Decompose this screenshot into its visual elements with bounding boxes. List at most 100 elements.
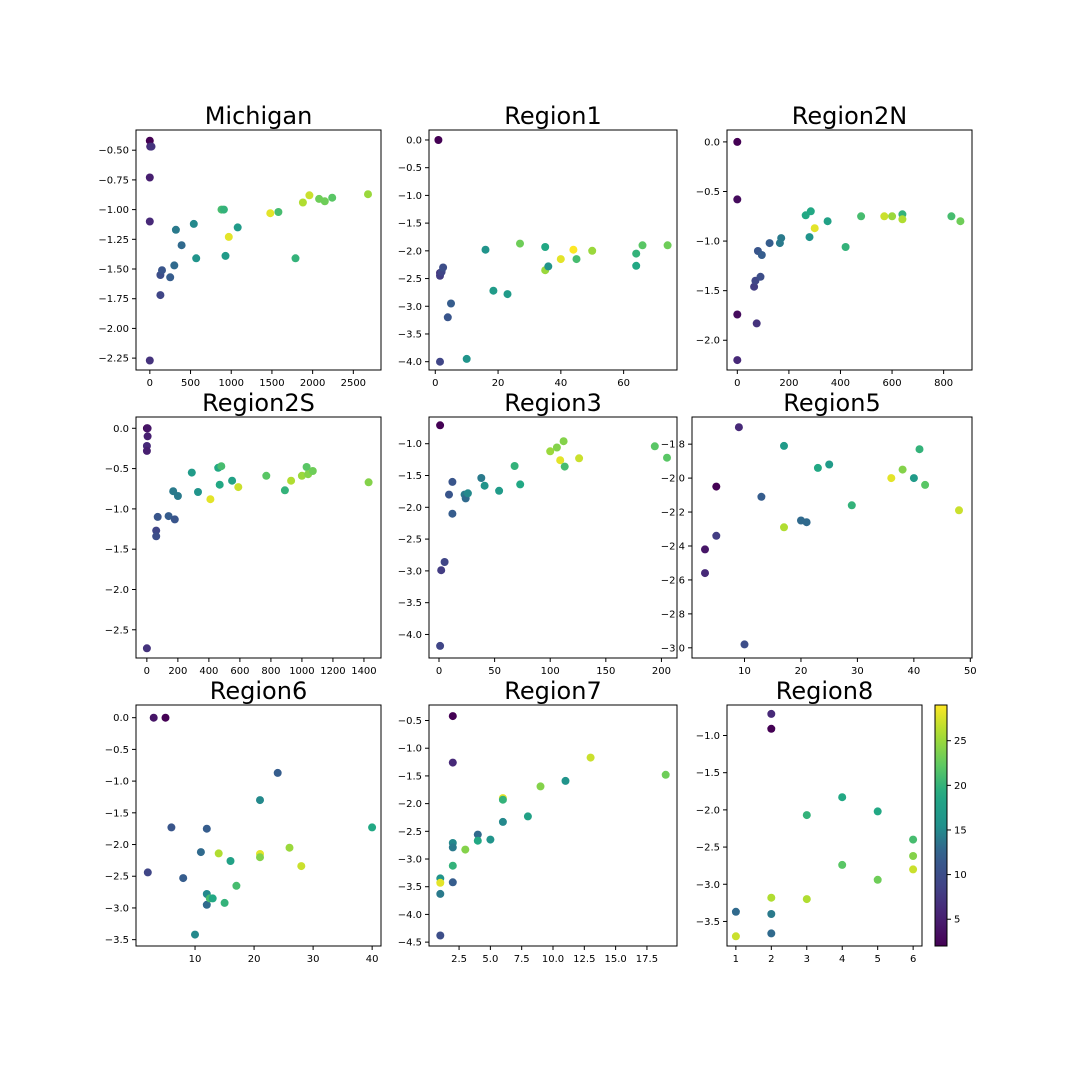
x-tick-label: 2000 <box>300 378 325 389</box>
scatter-point <box>443 313 452 322</box>
scatter-point <box>152 526 161 535</box>
scatter-point <box>161 713 170 722</box>
scatter-point <box>448 712 457 721</box>
colorbar-frame <box>934 704 948 947</box>
x-tick-label: 2 <box>768 954 774 965</box>
scatter-point <box>298 198 307 207</box>
scatter-point <box>663 453 671 462</box>
scatter-point <box>847 501 856 510</box>
scatter-point <box>436 889 445 898</box>
axes-frame <box>428 129 678 371</box>
scatter-point <box>802 518 811 527</box>
x-tick-label: 10.0 <box>542 954 564 965</box>
scatter-point <box>898 215 907 224</box>
x-tick-label: 15.0 <box>604 954 626 965</box>
scatter-point <box>149 713 158 722</box>
x-tick-label: 0 <box>432 378 438 389</box>
scatter-point <box>156 291 165 300</box>
y-tick-label: −3.5 <box>398 598 422 609</box>
scatter-point <box>632 249 641 258</box>
scatter-point <box>546 447 555 456</box>
scatter-point <box>187 468 196 477</box>
scatter-point <box>448 477 457 486</box>
scatter-point <box>328 193 337 202</box>
y-tick-label: −1.5 <box>398 219 422 230</box>
scatter-point <box>921 480 930 489</box>
scatter-point <box>541 243 550 251</box>
scatter-point <box>234 483 243 492</box>
scatter-point <box>196 848 205 857</box>
axes-frame <box>135 129 382 371</box>
subplot-title: Region8 <box>776 677 873 705</box>
y-tick-label: −2.4 <box>661 541 685 552</box>
subplot-title: Region2N <box>792 102 907 130</box>
scatter-point <box>572 255 581 264</box>
scatter-point <box>448 861 457 870</box>
x-tick-label: 1000 <box>289 666 314 677</box>
scatter-point <box>287 476 296 485</box>
y-tick-label: −2.8 <box>661 609 685 620</box>
subplot-region7: 2.5 5.0 7.5 10.0 12.5 15.0 17.5 −4.5 −4.0 −3.5 −3.… <box>398 677 678 965</box>
y-tick-label: −2.0 <box>105 585 129 596</box>
axes-frame <box>428 416 678 659</box>
scatter-point <box>806 207 815 216</box>
scatter-point <box>320 197 329 206</box>
scatter-point <box>302 463 311 471</box>
y-tick-label: −1.0 <box>696 731 720 742</box>
scatter-point <box>202 900 211 909</box>
x-tick-label: 200 <box>779 378 798 389</box>
scatter-point <box>170 515 179 524</box>
subplot-title: Region5 <box>783 389 880 417</box>
scatter-point <box>192 254 201 263</box>
x-tick-label: 10 <box>189 954 202 965</box>
y-tick-label: −2.0 <box>398 799 422 810</box>
y-tick-label: 0.0 <box>113 424 129 435</box>
scatter-point <box>143 868 152 877</box>
x-tick-label: 1200 <box>320 666 345 677</box>
y-tick-label: −1.5 <box>105 545 129 556</box>
y-tick-label: −2.0 <box>398 503 422 514</box>
x-tick-label: 60 <box>617 378 630 389</box>
scatter-point <box>447 299 455 308</box>
scatter-point <box>898 465 907 474</box>
x-tick-label: 30 <box>851 666 864 677</box>
scatter-point <box>439 263 448 272</box>
x-tick-label: 40 <box>907 666 920 677</box>
y-tick-label: −3.5 <box>105 935 129 946</box>
scatter-point <box>765 239 774 248</box>
x-tick-label: 20 <box>795 666 808 677</box>
scatter-point <box>805 233 814 242</box>
scatter-point <box>440 558 449 566</box>
scatter-point <box>256 853 264 862</box>
scatter-point <box>177 241 186 250</box>
x-tick-label: 10 <box>738 666 751 677</box>
axes-frame <box>691 416 973 659</box>
scatter-point <box>516 239 524 248</box>
scatter-point <box>189 219 198 228</box>
x-tick-label: 1400 <box>351 666 376 677</box>
x-tick-label: 200 <box>652 666 671 677</box>
scatter-point <box>575 454 584 463</box>
y-tick-label: −4.0 <box>398 630 422 641</box>
x-tick-label: 0 <box>436 666 442 677</box>
scatter-point <box>536 782 545 791</box>
scatter-point <box>552 443 561 452</box>
y-tick-label: −1.50 <box>98 265 129 276</box>
x-tick-label: 2500 <box>341 378 366 389</box>
scatter-point <box>909 852 918 860</box>
scatter-point <box>437 566 446 575</box>
y-tick-label: −2.6 <box>661 575 685 586</box>
scatter-point <box>215 480 224 489</box>
scatter-point <box>586 753 595 762</box>
y-tick-label: −3.0 <box>398 302 422 313</box>
y-tick-label: −1.0 <box>105 504 129 515</box>
y-tick-label: −2.5 <box>696 843 720 854</box>
scatter-point <box>712 531 721 540</box>
scatter-point <box>947 212 956 221</box>
scatter-point <box>838 793 847 802</box>
scatter-point <box>280 486 289 495</box>
x-tick-label: 150 <box>596 666 615 677</box>
y-tick-label: −1.75 <box>98 294 129 305</box>
y-tick-label: −1.5 <box>696 286 720 297</box>
subplot-region2s: 0 200 400 600 800 1000 1200 1400 −2.5 −2.0 −1.5 −1.… <box>105 389 382 677</box>
